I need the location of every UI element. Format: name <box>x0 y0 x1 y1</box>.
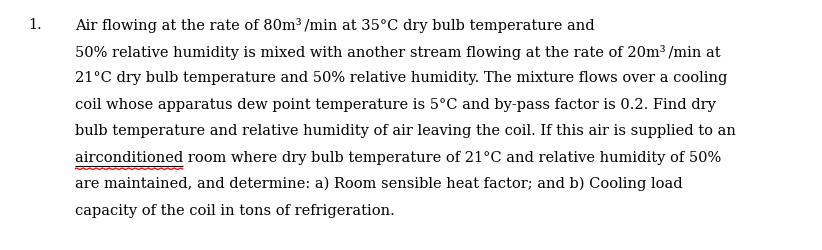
Text: capacity of the coil in tons of refrigeration.: capacity of the coil in tons of refriger… <box>75 203 395 217</box>
Text: Air flowing at the rate of 80m³ /min at 35°C dry bulb temperature and: Air flowing at the rate of 80m³ /min at … <box>75 18 594 33</box>
Text: bulb temperature and relative humidity of air leaving the coil. If this air is s: bulb temperature and relative humidity o… <box>75 124 736 138</box>
Text: 21°C dry bulb temperature and 50% relative humidity. The mixture flows over a co: 21°C dry bulb temperature and 50% relati… <box>75 71 727 85</box>
Text: are maintained, and determine: a) Room sensible heat factor; and b) Cooling load: are maintained, and determine: a) Room s… <box>75 176 682 191</box>
Text: 50% relative humidity is mixed with another stream flowing at the rate of 20m³ /: 50% relative humidity is mixed with anot… <box>75 44 721 59</box>
Text: airconditioned room where dry bulb temperature of 21°C and relative humidity of : airconditioned room where dry bulb tempe… <box>75 150 721 164</box>
Text: 1.: 1. <box>28 18 42 32</box>
Text: coil whose apparatus dew point temperature is 5°C and by-pass factor is 0.2. Fin: coil whose apparatus dew point temperatu… <box>75 97 716 111</box>
